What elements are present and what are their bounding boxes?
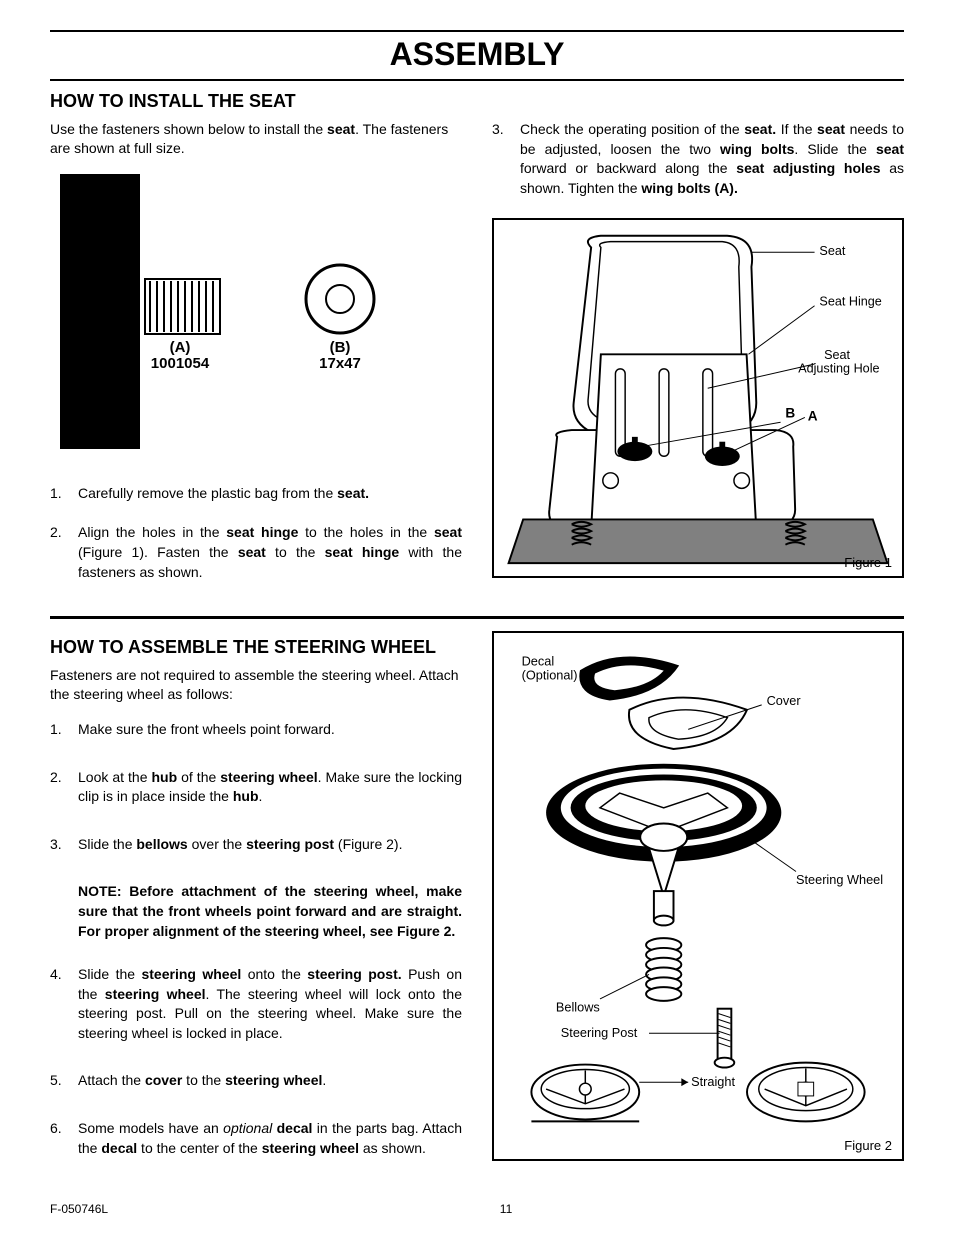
svg-text:B: B <box>785 406 795 421</box>
seat-step-3: Check the operating position of the seat… <box>492 120 904 198</box>
wheel-step-1: Make sure the front wheels point forward… <box>50 720 462 740</box>
seat-intro: Use the fasteners shown below to install… <box>50 120 462 158</box>
svg-text:Steering Wheel: Steering Wheel <box>796 872 883 887</box>
seat-heading: HOW TO INSTALL THE SEAT <box>50 91 904 112</box>
svg-text:17x47: 17x47 <box>319 355 361 372</box>
wheel-step-6: Some models have an optional decal in th… <box>50 1119 462 1158</box>
svg-text:A: A <box>808 409 818 424</box>
wheel-intro: Fasteners are not required to assemble t… <box>50 666 462 704</box>
footer-pagenum: 11 <box>500 1202 512 1216</box>
wheel-note: NOTE: Before attachment of the steering … <box>78 882 462 941</box>
svg-text:1001054: 1001054 <box>151 355 210 372</box>
svg-text:Cover: Cover <box>767 693 802 708</box>
svg-text:Seat Adjusting Hole: Seat Adjusting Hole <box>798 349 879 377</box>
seat-step-2: Align the holes in the seat hinge to the… <box>50 523 462 582</box>
wheel-step-2: Look at the hub of the steering wheel. M… <box>50 768 462 807</box>
svg-text:Bellows: Bellows <box>556 1000 600 1015</box>
svg-text:(B): (B) <box>330 339 351 356</box>
figure-1: Seat Seat Hinge Seat Adjusting Hole A B … <box>492 218 904 578</box>
svg-text:Seat: Seat <box>819 245 845 259</box>
figure-1-caption: Figure 1 <box>844 555 892 570</box>
figure-2-caption: Figure 2 <box>844 1138 892 1153</box>
wheel-step-5: Attach the cover to the steering wheel. <box>50 1071 462 1091</box>
wheel-step-4: Slide the steering wheel onto the steeri… <box>50 965 462 1043</box>
figure-2: Decal (Optional) Cover Steering Wheel Be… <box>492 631 904 1161</box>
seat-step-1: Carefully remove the plastic bag from th… <box>50 484 462 504</box>
svg-text:Steering Post: Steering Post <box>561 1025 638 1040</box>
svg-text:(A): (A) <box>170 339 191 356</box>
svg-text:Decal (Optional): Decal (Optional) <box>522 654 578 683</box>
wheel-heading: HOW TO ASSEMBLE THE STEERING WHEEL <box>50 637 462 658</box>
svg-text:Seat Hinge: Seat Hinge <box>819 295 881 309</box>
page-title: ASSEMBLY <box>50 32 904 81</box>
svg-text:Straight: Straight <box>691 1074 735 1089</box>
wheel-step-3: Slide the bellows over the steering post… <box>50 835 462 855</box>
fastener-illustration: (A) 1001054 (B) 17x47 <box>50 174 462 454</box>
footer-docnum: F-050746L <box>50 1202 108 1216</box>
